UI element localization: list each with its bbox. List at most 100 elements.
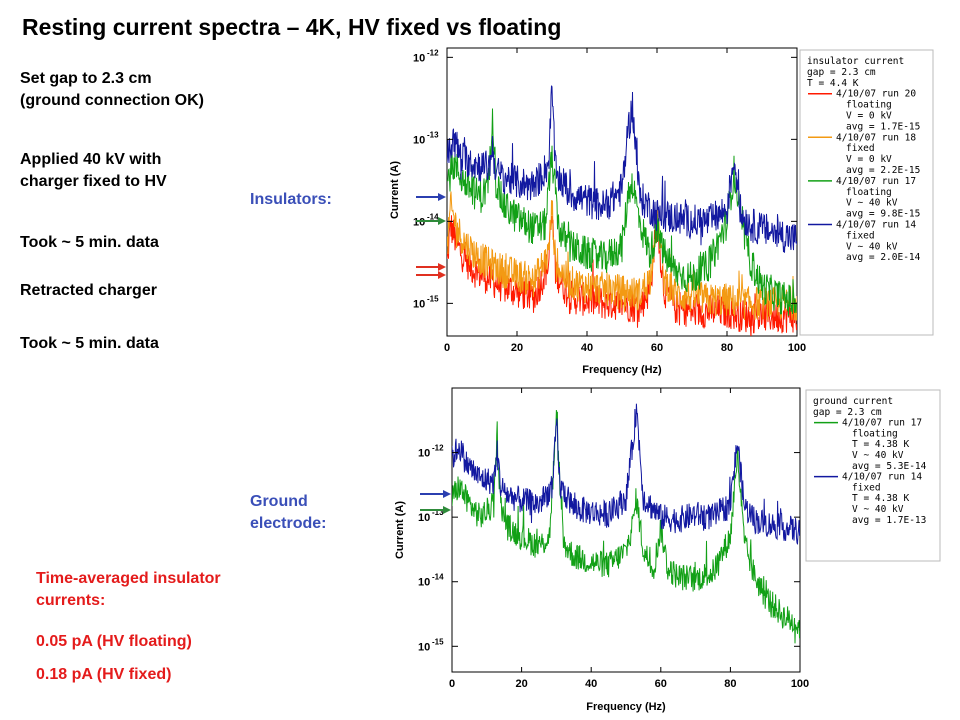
arrow-blue-insulator-head: [438, 193, 446, 201]
y-tick-label: 10 -13: [418, 508, 444, 524]
x-tick-label: 0: [449, 678, 455, 690]
avg-floating: 0.05 pA (HV floating): [36, 633, 192, 650]
legend-detail: avg = 2.2E-15: [846, 165, 920, 176]
y-tick-label: 10 -15: [413, 294, 439, 310]
legend-detail: floating: [846, 187, 892, 198]
y-tick-base: 10: [418, 577, 430, 589]
note-took-2: Took ~ 5 min. data: [20, 335, 159, 352]
x-tick-label: 60: [651, 342, 663, 354]
legend-detail: fixed: [846, 143, 875, 154]
x-tick-label: 40: [585, 678, 597, 690]
legend-entry-0: 4/10/07 run 17: [842, 418, 922, 429]
legend-detail: V = 0 kV: [846, 154, 892, 165]
legend-detail: floating: [852, 428, 898, 439]
legend-detail: fixed: [852, 482, 881, 493]
legend-detail: V ~ 40 kV: [846, 198, 898, 209]
x-tick-label: 20: [511, 342, 523, 354]
y-tick-exponent: -12: [427, 48, 439, 57]
legend-detail: fixed: [846, 230, 875, 241]
y-tick-label: 10 -15: [418, 637, 444, 653]
x-tick-label: 100: [788, 342, 806, 354]
note-applied: Applied 40 kV with charger fixed to HV: [20, 151, 167, 190]
x-axis-label: Frequency (Hz): [582, 364, 662, 376]
y-axis-label: Current (A): [389, 161, 401, 219]
legend-detail: avg = 1.7E-13: [852, 515, 926, 526]
y-tick-exponent: -14: [427, 212, 439, 221]
legend-detail: V ~ 40 kV: [852, 504, 904, 515]
legend-detail: V = 0 kV: [846, 111, 892, 122]
legend-header: gap = 2.3 cm: [807, 67, 876, 78]
y-tick-base: 10: [413, 216, 425, 228]
y-tick-exponent: -13: [427, 130, 439, 139]
arrow-blue-ground-head: [443, 490, 451, 498]
y-tick-exponent: -15: [427, 294, 439, 303]
note-took-1: Took ~ 5 min. data: [20, 234, 159, 251]
x-axis-label: Frequency (Hz): [586, 701, 666, 713]
series-line-1: [447, 191, 797, 321]
arrow-red-insulator-head: [438, 263, 446, 271]
legend-detail: T = 4.38 K: [852, 439, 909, 450]
y-axis-label: Current (A): [394, 501, 406, 559]
x-tick-label: 60: [655, 678, 667, 690]
y-tick-exponent: -14: [432, 573, 444, 582]
legend-box: [799, 49, 934, 336]
y-tick-label: 10 -14: [418, 573, 444, 589]
legend-entry-2: 4/10/07 run 17: [836, 176, 916, 187]
arrow-green-ground-head: [443, 506, 451, 514]
legend-detail: avg = 1.7E-15: [846, 121, 920, 132]
legend-detail: V ~ 40 kV: [846, 241, 898, 252]
y-tick-exponent: -12: [432, 444, 444, 453]
y-tick-label: 10 -12: [418, 444, 444, 460]
y-tick-base: 10: [418, 512, 430, 524]
x-tick-label: 100: [791, 678, 809, 690]
y-tick-base: 10: [413, 298, 425, 310]
y-tick-exponent: -13: [432, 508, 444, 517]
arrow-green-insulator-head: [438, 217, 446, 225]
avg-fixed: 0.18 pA (HV fixed): [36, 666, 172, 683]
note-gap: Set gap to 2.3 cm (ground connection OK): [20, 70, 204, 109]
y-tick-label: 10 -13: [413, 130, 439, 146]
legend-detail: avg = 5.3E-14: [852, 461, 927, 472]
x-tick-label: 80: [724, 678, 736, 690]
legend-detail: avg = 2.0E-14: [846, 252, 921, 263]
series-line-1: [452, 403, 800, 545]
page-title: Resting current spectra – 4K, HV fixed v…: [22, 14, 562, 40]
avg-title: Time-averaged insulator currents:: [36, 570, 221, 609]
insulators-label: Insulators:: [250, 191, 332, 208]
x-tick-label: 20: [515, 678, 527, 690]
y-tick-base: 10: [413, 52, 425, 64]
y-tick-base: 10: [413, 134, 425, 146]
legend-header: ground current: [813, 396, 893, 407]
series-line-3: [447, 85, 797, 253]
y-tick-label: 10 -14: [413, 212, 439, 228]
legend-detail: T = 4.38 K: [852, 493, 909, 504]
legend-entry-0: 4/10/07 run 20: [836, 89, 916, 100]
legend-detail: V ~ 40 kV: [852, 450, 904, 461]
y-tick-base: 10: [418, 448, 430, 460]
y-tick-base: 10: [418, 641, 430, 653]
legend-box: [805, 389, 941, 562]
x-tick-label: 80: [721, 342, 733, 354]
legend-header: gap = 2.3 cm: [813, 407, 882, 418]
note-retracted: Retracted charger: [20, 282, 157, 299]
legend-entry-1: 4/10/07 run 18: [836, 132, 916, 143]
legend-header: T = 4.4 K: [807, 78, 859, 89]
ground-electrode-label: Ground electrode:: [250, 493, 327, 532]
legend-detail: floating: [846, 100, 892, 111]
plot-area: [451, 387, 801, 673]
legend-entry-3: 4/10/07 run 14: [836, 220, 916, 231]
y-tick-exponent: -15: [432, 637, 444, 646]
x-tick-label: 40: [581, 342, 593, 354]
legend-header: insulator current: [807, 56, 904, 67]
x-tick-label: 0: [444, 342, 450, 354]
y-tick-label: 10 -12: [413, 48, 439, 64]
arrow-orange-insulator-head: [438, 271, 446, 279]
legend-entry-1: 4/10/07 run 14: [842, 472, 922, 483]
series-line-0: [452, 409, 800, 644]
legend-detail: avg = 9.8E-15: [846, 209, 920, 220]
